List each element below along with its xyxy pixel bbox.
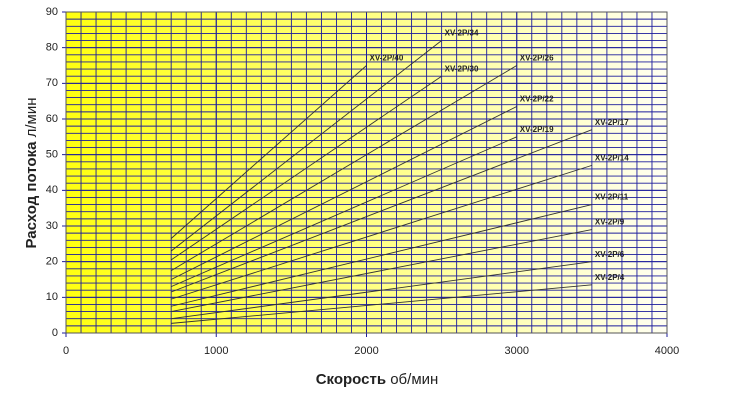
- plot-frame: [65, 11, 668, 334]
- x-tick-label: 0: [63, 345, 69, 357]
- y-tick-label: 30: [46, 220, 58, 232]
- x-tick-label: 2000: [354, 345, 378, 357]
- series-line: [171, 229, 592, 313]
- series-line: [170, 65, 367, 239]
- series-label: XV-2P/14: [595, 153, 629, 162]
- y-axis-title-unit: л/мин: [23, 97, 40, 137]
- series-line: [170, 106, 517, 280]
- series-label: XV-2P/4: [595, 273, 625, 282]
- series-line: [171, 129, 593, 293]
- series-line: [170, 136, 517, 288]
- y-axis-title-bold: Расход потока: [23, 141, 40, 249]
- y-axis-title: Расход потока л/мин: [23, 97, 40, 248]
- x-tick-label: 1000: [204, 345, 228, 357]
- series-line: [171, 261, 592, 320]
- y-tick-label: 90: [46, 6, 58, 18]
- y-tick-label: 40: [46, 184, 58, 196]
- series-label: XV-2P/40: [370, 54, 404, 63]
- series-label: XV-2P/19: [520, 125, 554, 134]
- series-label: XV-2P/9: [595, 218, 625, 227]
- series-label: XV-2P/6: [595, 250, 625, 259]
- y-tick-label: 10: [46, 291, 58, 303]
- x-axis-title-unit: об/мин: [390, 371, 438, 388]
- series-label: XV-2P/17: [595, 118, 629, 127]
- y-tick-label: 0: [52, 327, 58, 339]
- y-tick-label: 20: [46, 256, 58, 268]
- y-tick-label: 70: [46, 77, 58, 89]
- series-line: [171, 164, 593, 300]
- series-label: XV-2P/26: [520, 54, 554, 63]
- y-tick-label: 50: [46, 149, 58, 161]
- series-label: XV-2P/34: [445, 29, 479, 38]
- series-line: [171, 284, 592, 324]
- series-line: [171, 204, 592, 307]
- x-axis-title-bold: Скорость: [316, 371, 386, 388]
- series-label: XV-2P/22: [520, 95, 554, 104]
- series-line: [170, 65, 517, 271]
- y-tick-label: 80: [46, 42, 58, 54]
- series-line: [170, 40, 442, 252]
- series-label: XV-2P/11: [595, 193, 629, 202]
- series-label: XV-2P/30: [445, 64, 479, 73]
- x-tick-label: 3000: [505, 345, 529, 357]
- x-axis-title: Скорость об/мин: [316, 371, 439, 388]
- x-tick-label: 4000: [655, 345, 679, 357]
- y-tick-label: 60: [46, 113, 58, 125]
- series-line: [170, 75, 442, 261]
